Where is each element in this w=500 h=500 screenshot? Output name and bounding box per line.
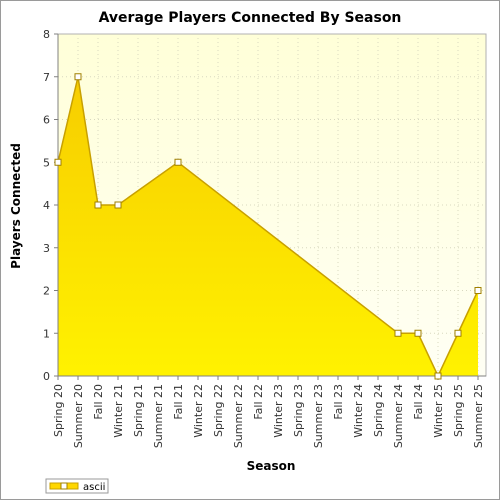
x-tick-label: Spring 20: [52, 384, 65, 437]
x-tick-label: Summer 25: [472, 384, 485, 448]
legend-marker: [60, 482, 68, 490]
series-line-ascii: [57, 76, 479, 378]
x-axis-label: Season: [247, 459, 296, 473]
data-point: [394, 329, 402, 337]
y-tick-label: 7: [43, 71, 50, 84]
x-tick-label: Summer 24: [392, 384, 405, 448]
x-tick-label: Fall 20: [92, 384, 105, 420]
x-tick-label: Summer 22: [232, 384, 245, 448]
y-tick-label: 1: [43, 327, 50, 340]
y-tick-label: 5: [43, 156, 50, 169]
x-tick-label: Winter 24: [352, 384, 365, 438]
data-point: [74, 73, 82, 81]
y-tick-label: 0: [43, 370, 50, 383]
x-tick-label: Spring 22: [212, 384, 225, 437]
data-point: [434, 372, 442, 380]
y-tick-label: 2: [43, 285, 50, 298]
x-tick-label: Spring 21: [132, 384, 145, 437]
legend: ascii: [45, 478, 109, 494]
data-point: [174, 158, 182, 166]
x-tick-label: Fall 24: [412, 384, 425, 420]
data-point: [54, 158, 62, 166]
x-tick-label: Winter 25: [432, 384, 445, 438]
y-axis-ticks: 0 1 2 3 4 5 6 7 8: [43, 28, 58, 383]
data-points: [54, 73, 482, 380]
x-tick-label: Winter 22: [192, 384, 205, 438]
x-tick-label: Winter 23: [272, 384, 285, 438]
y-tick-label: 4: [43, 199, 50, 212]
x-tick-label: Fall 22: [252, 384, 265, 420]
data-point: [474, 287, 482, 294]
x-tick-label: Fall 21: [172, 384, 185, 420]
y-tick-label: 3: [43, 242, 50, 255]
y-axis-label: Players Connected: [9, 143, 23, 269]
x-tick-label: Summer 21: [152, 384, 165, 448]
data-point: [114, 201, 122, 209]
data-point: [94, 201, 102, 209]
x-tick-label: Summer 23: [312, 384, 325, 448]
legend-label-ascii: ascii: [83, 482, 105, 493]
x-tick-label: Spring 24: [372, 384, 385, 437]
y-tick-label: 6: [43, 114, 50, 127]
data-point: [414, 329, 422, 337]
x-tick-label: Summer 20: [72, 384, 85, 448]
x-tick-label: Winter 21: [112, 384, 125, 438]
data-point: [454, 329, 462, 337]
x-axis-ticks: Spring 20 Summer 20 Fall 20 Winter 21 Spring…: [52, 376, 485, 448]
chart-title: Average Players Connected By Season: [99, 10, 402, 26]
series-area-ascii: [58, 76, 478, 376]
x-tick-label: Spring 23: [292, 384, 305, 437]
y-tick-label: 8: [43, 28, 50, 41]
x-tick-label: Spring 25: [452, 384, 465, 437]
x-tick-label: Fall 23: [332, 384, 345, 420]
